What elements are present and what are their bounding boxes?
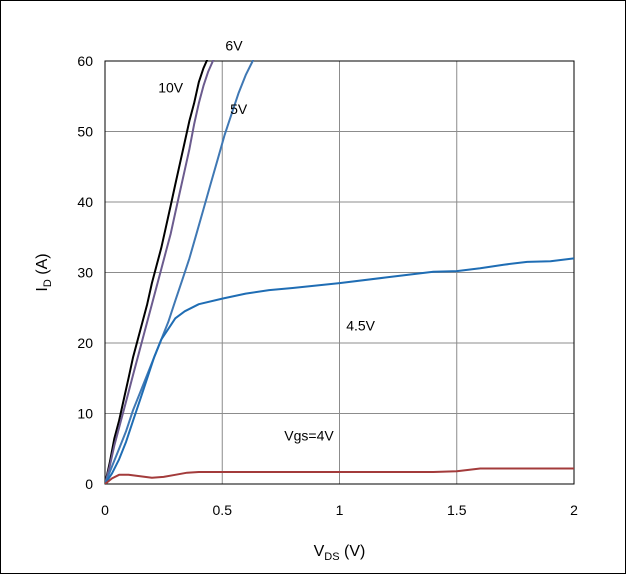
x-tick-label-3: 1.5	[447, 502, 467, 518]
series-label-0: 10V	[158, 80, 184, 96]
x-tick-label-2: 1	[336, 502, 344, 518]
x-axis-label-main: V	[314, 543, 325, 560]
x-tick-label-1: 0.5	[213, 502, 233, 518]
x-tick-label-4: 2	[570, 502, 578, 518]
series-labels: 10V 6V 5V 4.5V Vgs=4V	[158, 37, 375, 443]
y-tick-label-4: 40	[77, 194, 93, 210]
x-axis-label: VDS (V)	[314, 543, 366, 563]
y-axis-label-sub: D	[42, 279, 54, 287]
series-line-3	[105, 257, 575, 484]
y-axis-label-main: I	[34, 287, 51, 291]
y-tick-label-2: 20	[77, 335, 93, 351]
y-tick-label-0: 0	[85, 476, 93, 492]
series-line-4	[105, 467, 574, 484]
y-axis-label-unit: (A)	[34, 253, 51, 279]
y-tick-label-5: 50	[77, 124, 93, 140]
x-axis-label-sub: DS	[324, 551, 339, 563]
y-tick-labels: 0 10 20 30 40 50 60	[77, 53, 93, 492]
series-label-3: 4.5V	[346, 317, 375, 333]
y-tick-label-1: 10	[77, 406, 93, 422]
y-axis-label: ID (A)	[34, 253, 54, 291]
x-axis-label-unit: (V)	[340, 543, 366, 560]
series-label-4: Vgs=4V	[284, 427, 334, 443]
series-line-2	[105, 60, 255, 484]
series-label-2: 5V	[230, 101, 248, 117]
series-line-1	[105, 60, 215, 484]
series-lines	[105, 60, 575, 484]
y-tick-label-6: 60	[77, 53, 93, 69]
grid-lines	[105, 61, 574, 484]
x-tick-labels: 0 0.5 1 1.5 2	[101, 502, 578, 518]
x-tick-label-0: 0	[101, 502, 109, 518]
series-label-1: 6V	[225, 37, 243, 53]
y-tick-label-3: 30	[77, 265, 93, 281]
plot-area	[104, 60, 575, 485]
series-line-0	[105, 60, 209, 484]
